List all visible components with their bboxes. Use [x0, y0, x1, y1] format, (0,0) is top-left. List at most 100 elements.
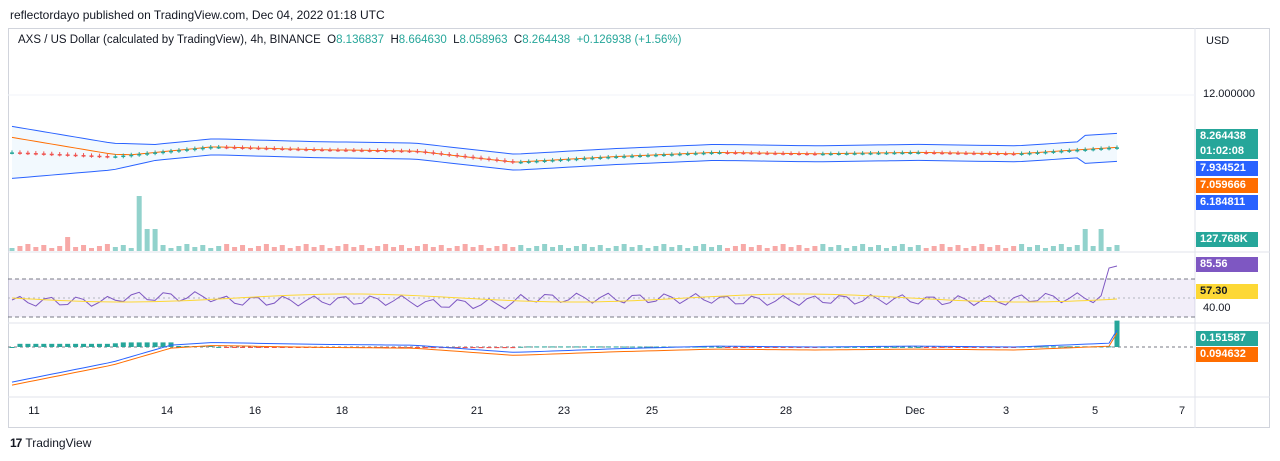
candle-body: [908, 152, 913, 154]
close-label: C: [513, 34, 523, 46]
candle-body: [717, 152, 722, 154]
candle-body: [312, 149, 317, 151]
candle-body: [407, 150, 412, 153]
macd-histogram-bar: [915, 346, 921, 348]
macd-histogram-bar: [772, 347, 778, 348]
volume-bar: [947, 247, 953, 251]
volume-bar: [88, 248, 94, 251]
macd-histogram-bar: [65, 343, 71, 347]
volume-bar: [247, 248, 253, 251]
volume-bar: [987, 247, 993, 251]
symbol-label[interactable]: AXS / US Dollar (calculated by TradingVi…: [18, 34, 321, 46]
candle-body: [804, 153, 809, 156]
bb-fill: [12, 126, 1117, 179]
rsi-line: [11, 265, 1118, 310]
candle-body: [1059, 150, 1064, 153]
x-tick-label: 21: [470, 405, 484, 417]
volume-bar: [104, 244, 110, 251]
macd-histogram-bar: [701, 346, 707, 348]
x-tick-label: 16: [248, 405, 262, 417]
candle-body: [685, 153, 690, 156]
candle-body: [105, 156, 110, 158]
signal-line: [11, 332, 1118, 386]
candle-body: [852, 153, 857, 155]
macd-histogram-bar: [1058, 346, 1064, 348]
candle-body: [828, 153, 833, 156]
macd-histogram-bar: [709, 346, 715, 348]
macd-histogram-bar: [788, 347, 794, 348]
volume-bar: [240, 245, 246, 251]
macd-histogram-bar: [208, 346, 214, 348]
volume-bar: [430, 247, 436, 251]
low-label: L: [453, 34, 460, 46]
volume-bar: [907, 247, 913, 251]
candle-body: [81, 155, 86, 157]
volume-bar: [979, 244, 985, 251]
candle-body: [335, 149, 340, 152]
candle-body: [1043, 151, 1048, 154]
volume-bar: [351, 247, 357, 251]
candle-body: [343, 149, 348, 152]
volume-bar: [693, 246, 699, 251]
volume-bar: [1035, 245, 1041, 251]
volume-bar: [788, 247, 794, 251]
volume-bar: [1106, 247, 1112, 251]
macd-histogram-bar: [812, 347, 818, 348]
volume-bar: [1082, 229, 1088, 251]
candle-body: [288, 148, 293, 151]
volume-bar: [804, 248, 810, 251]
volume-bar: [25, 244, 31, 251]
candle-body: [836, 153, 841, 155]
macd-histogram-bar: [836, 346, 842, 348]
volume-bar: [232, 247, 238, 251]
volume-bar: [184, 244, 190, 251]
volume-bar: [860, 244, 866, 251]
volume-bar: [709, 247, 715, 251]
candle-body: [471, 156, 476, 159]
macd-histogram-bar: [128, 342, 134, 347]
currency-label[interactable]: USD: [1206, 35, 1230, 47]
candle-body: [415, 150, 420, 153]
macd-histogram-bar: [486, 347, 492, 349]
tradingview-logo-text[interactable]: TradingView: [25, 436, 92, 450]
x-tick-label: 7: [1178, 405, 1186, 417]
candle-body: [256, 147, 261, 150]
candle-body: [884, 152, 889, 155]
macd-histogram-bar: [987, 347, 993, 348]
macd-histogram-bar: [57, 343, 63, 347]
candle-body: [161, 151, 166, 154]
macd-histogram-bar: [81, 343, 87, 347]
volume-bar: [327, 248, 333, 251]
macd-histogram-bar: [470, 347, 476, 349]
macd-histogram-bar: [597, 346, 603, 348]
macd-histogram-bar: [510, 347, 516, 349]
candle-body: [1011, 153, 1016, 156]
candle-body: [916, 152, 921, 154]
candle-body: [97, 155, 102, 158]
candle-body: [463, 155, 468, 158]
volume-bar: [629, 247, 635, 251]
candle-body: [248, 147, 253, 150]
candle-body: [121, 155, 126, 158]
candle-body: [224, 146, 229, 149]
candle-body: [956, 152, 961, 155]
candle-body: [645, 155, 650, 157]
ohlc-legend: AXS / US Dollar (calculated by TradingVi…: [18, 34, 681, 46]
volume-bar: [581, 244, 587, 251]
tradingview-logo-icon[interactable]: 17: [10, 436, 22, 450]
volume-bar: [271, 247, 277, 251]
macd-tag: 0.151587: [1196, 331, 1258, 346]
candle-body: [304, 149, 309, 151]
bb-upper-tag: 7.934521: [1196, 161, 1258, 176]
candle-body: [65, 154, 70, 156]
candle-body: [383, 150, 388, 152]
candle-body: [598, 157, 603, 159]
x-tick-label: 23: [557, 405, 571, 417]
candle-body: [614, 156, 619, 159]
volume-bar: [422, 244, 428, 251]
macd-histogram-bar: [613, 346, 619, 348]
volume-bar: [732, 246, 738, 251]
candle-body: [510, 161, 515, 163]
macd-histogram-bar: [263, 347, 269, 348]
